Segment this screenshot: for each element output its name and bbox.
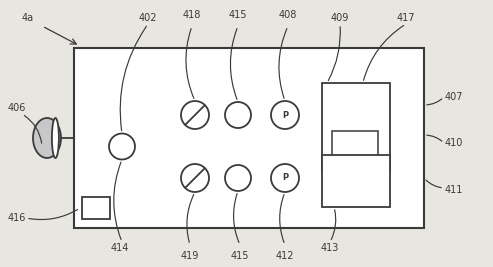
- Circle shape: [181, 101, 209, 129]
- Text: 413: 413: [321, 243, 339, 253]
- Circle shape: [225, 165, 251, 191]
- Circle shape: [271, 164, 299, 192]
- Text: 409: 409: [331, 13, 349, 23]
- Text: 408: 408: [279, 10, 297, 20]
- Text: 406: 406: [8, 103, 26, 113]
- Text: 402: 402: [139, 13, 157, 23]
- Bar: [322, 83, 390, 171]
- Bar: [74, 48, 424, 228]
- Text: 411: 411: [445, 185, 463, 195]
- Circle shape: [271, 101, 299, 129]
- Circle shape: [181, 164, 209, 192]
- Circle shape: [225, 102, 251, 128]
- Text: 415: 415: [229, 10, 247, 20]
- Text: 416: 416: [8, 213, 26, 223]
- Text: 417: 417: [397, 13, 415, 23]
- Ellipse shape: [52, 118, 59, 158]
- Ellipse shape: [33, 118, 61, 158]
- Text: 407: 407: [445, 92, 463, 102]
- Text: 412: 412: [276, 251, 294, 261]
- Text: 418: 418: [183, 10, 201, 20]
- Text: 419: 419: [181, 251, 199, 261]
- Text: P: P: [282, 111, 288, 120]
- Text: P: P: [282, 174, 288, 183]
- Circle shape: [109, 134, 135, 159]
- Bar: [322, 155, 390, 207]
- Text: 4a: 4a: [22, 13, 34, 23]
- Text: 414: 414: [111, 243, 129, 253]
- Bar: [332, 131, 378, 161]
- Text: 410: 410: [445, 138, 463, 148]
- Text: 415: 415: [231, 251, 249, 261]
- Bar: [82, 197, 110, 219]
